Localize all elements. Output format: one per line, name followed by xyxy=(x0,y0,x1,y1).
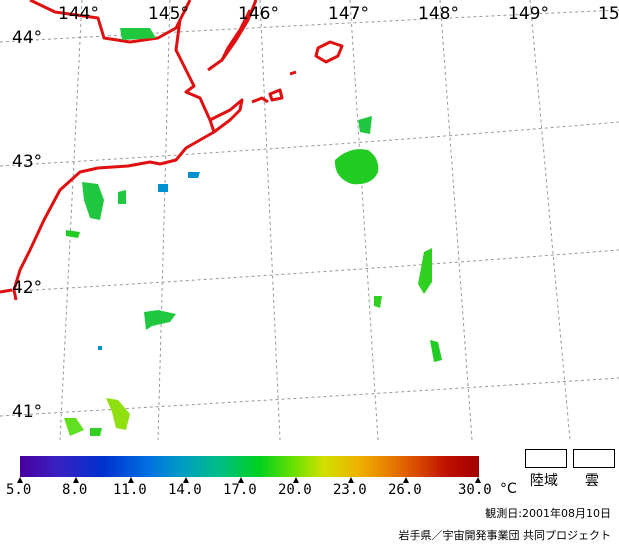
lon-label-145: 145° xyxy=(148,4,189,24)
sst-patch xyxy=(106,398,130,430)
scale-label: 17.0 xyxy=(223,482,257,498)
lat-label-41: 41° xyxy=(12,402,43,422)
hokkaido-coast xyxy=(0,0,216,301)
scale-label: 5.0 xyxy=(6,482,32,498)
lon-line-148 xyxy=(439,0,473,440)
sst-data-patches xyxy=(64,28,442,436)
scale-tick xyxy=(183,477,189,483)
scale-tick xyxy=(403,477,409,483)
sst-patch xyxy=(82,182,104,220)
credit-line: 岩手県／宇宙開発事業団 共同プロジェクト xyxy=(398,529,612,542)
land-legend-swatch xyxy=(525,449,567,468)
lat-line-43 xyxy=(0,121,619,167)
lat-label-44: 44° xyxy=(12,28,43,48)
cloud-legend-label: 雲 xyxy=(585,473,599,489)
scale-label: 23.0 xyxy=(333,482,367,498)
scale-label: 20.0 xyxy=(278,482,312,498)
lon-line-146 xyxy=(259,0,281,440)
sst-map xyxy=(0,0,619,440)
observation-date: 観測日:2001年08月10日 xyxy=(485,507,611,520)
sst-patch xyxy=(98,346,102,350)
sst-patch xyxy=(64,418,84,436)
nemuro-peninsula xyxy=(209,98,244,134)
scale-tick xyxy=(73,477,79,483)
lon-label-147: 147° xyxy=(328,4,369,24)
sst-patch xyxy=(66,230,80,238)
lat-line-42 xyxy=(0,249,619,293)
sst-patch xyxy=(358,116,372,134)
coastline xyxy=(0,0,344,301)
habomai-islands xyxy=(251,70,297,104)
lon-label-146: 146° xyxy=(238,4,279,24)
sst-patch xyxy=(158,184,168,192)
shikotan-island xyxy=(314,40,344,64)
cloud-legend-swatch xyxy=(573,449,615,468)
scale-label: 8.0 xyxy=(62,482,88,498)
lon-line-149 xyxy=(529,0,571,440)
scale-tick xyxy=(238,477,244,483)
lon-label-148: 148° xyxy=(418,4,459,24)
shiretoko-coast xyxy=(207,0,258,72)
scale-unit: °C xyxy=(500,481,517,497)
lat-line-41 xyxy=(0,377,619,417)
sst-patch xyxy=(120,28,156,40)
sst-patch xyxy=(144,310,176,330)
scale-label: 11.0 xyxy=(113,482,147,498)
sst-patch xyxy=(418,248,432,294)
lon-label-144: 144° xyxy=(58,4,99,24)
lat-lon-grid xyxy=(0,0,619,440)
scale-tick xyxy=(475,477,481,483)
scale-label: 30.0 xyxy=(458,482,492,498)
lat-label-43: 43° xyxy=(12,152,43,172)
scale-tick xyxy=(17,477,23,483)
lon-line-145 xyxy=(157,0,171,440)
lon-line-144 xyxy=(59,0,83,440)
scale-label: 26.0 xyxy=(388,482,422,498)
sst-patch xyxy=(188,172,200,178)
lon-line-147 xyxy=(349,0,379,440)
sst-patch xyxy=(334,149,379,185)
sst-patch xyxy=(430,340,442,362)
temperature-color-scale xyxy=(20,456,479,477)
lat-label-42: 42° xyxy=(12,278,43,298)
lat-line-44 xyxy=(0,9,619,43)
sst-patch xyxy=(374,296,382,308)
sst-patch xyxy=(90,428,102,436)
scale-label: 14.0 xyxy=(168,482,202,498)
scale-tick xyxy=(348,477,354,483)
land-legend-label: 陸域 xyxy=(530,473,558,489)
scale-tick xyxy=(293,477,299,483)
lon-label-150: 15 xyxy=(598,4,619,24)
lon-label-149: 149° xyxy=(508,4,549,24)
sst-patch xyxy=(118,190,126,204)
scale-tick xyxy=(128,477,134,483)
